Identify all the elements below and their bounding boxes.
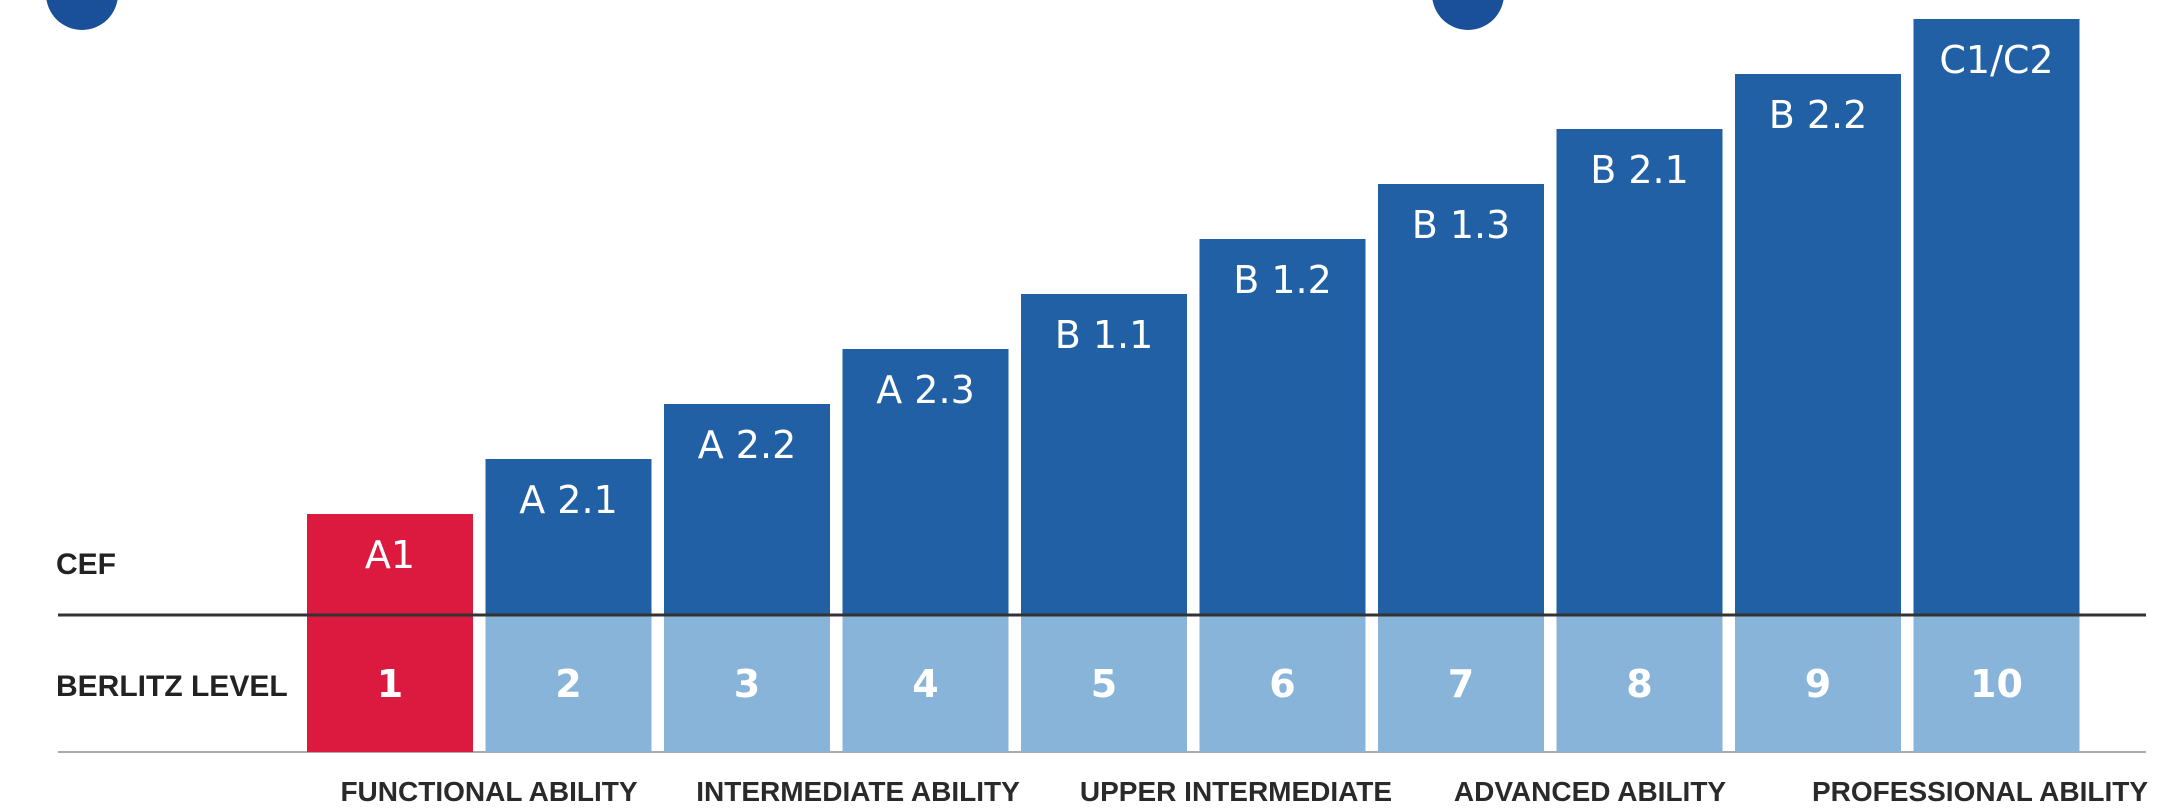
berlitz-cell-2 — [485, 615, 652, 752]
cef-label-8: B 2.1 — [1590, 148, 1689, 192]
cef-bar-8 — [1556, 129, 1723, 615]
berlitz-level-label-4: 4 — [912, 662, 938, 706]
cef-label-1: A1 — [365, 533, 415, 577]
berlitz-level-label-3: 3 — [734, 662, 760, 706]
cef-label-9: B 2.2 — [1769, 93, 1868, 137]
berlitz-cell-5 — [1021, 615, 1187, 752]
ability-label-advanced: ADVANCED ABILITY — [1453, 776, 1727, 807]
cef-bar-3 — [664, 404, 830, 615]
berlitz-cell-8 — [1556, 615, 1723, 752]
berlitz-level-label-7: 7 — [1448, 662, 1474, 706]
cef-bar-2 — [485, 459, 652, 615]
berlitz-level-label-6: 6 — [1269, 662, 1295, 706]
berlitz-level-label-2: 2 — [555, 662, 581, 706]
berlitz-level-label-9: 9 — [1805, 662, 1831, 706]
ability-label-intermediate: INTERMEDIATE ABILITY — [696, 776, 1020, 807]
berlitz-level-label-10: 10 — [1970, 662, 2023, 706]
berlitz-level-label-5: 5 — [1091, 662, 1117, 706]
berlitz-level-label-8: 8 — [1626, 662, 1652, 706]
cef-label-3: A 2.2 — [698, 423, 797, 467]
ability-label-functional: FUNCTIONAL ABILITY — [340, 776, 638, 807]
cef-bar-1 — [307, 514, 473, 615]
berlitz-cell-9 — [1735, 615, 1901, 752]
cef-bar-4 — [842, 349, 1009, 615]
berlitz-level-label-1: 1 — [377, 662, 403, 706]
cef-label-4: A 2.3 — [876, 368, 975, 412]
cef-row-label: CEF — [56, 548, 116, 581]
cef-bar-5 — [1021, 294, 1187, 615]
cef-label-10: C1/C2 — [1939, 38, 2053, 82]
cef-label-5: B 1.1 — [1055, 313, 1154, 357]
ability-label-upper-intermediate: UPPER INTERMEDIATE — [1079, 776, 1393, 807]
berlitz-cell-10 — [1913, 615, 2080, 752]
berlitz-cell-1 — [307, 615, 473, 752]
cef-label-7: B 1.3 — [1412, 203, 1511, 247]
cef-bar-10 — [1913, 19, 2080, 615]
berlitz-cell-7 — [1378, 615, 1544, 752]
cef-label-6: B 1.2 — [1233, 258, 1332, 302]
cef-bar-7 — [1378, 184, 1544, 615]
cef-bar-9 — [1735, 74, 1901, 615]
berlitz-cell-3 — [664, 615, 830, 752]
ability-label-professional: PROFESSIONAL ABILITY — [1811, 776, 2149, 807]
berlitz-cell-4 — [842, 615, 1009, 752]
cef-bar-6 — [1199, 239, 1366, 615]
cef-label-2: A 2.1 — [519, 478, 618, 522]
berlitz-level-row-label: BERLITZ LEVEL — [56, 670, 288, 703]
berlitz-cell-6 — [1199, 615, 1366, 752]
